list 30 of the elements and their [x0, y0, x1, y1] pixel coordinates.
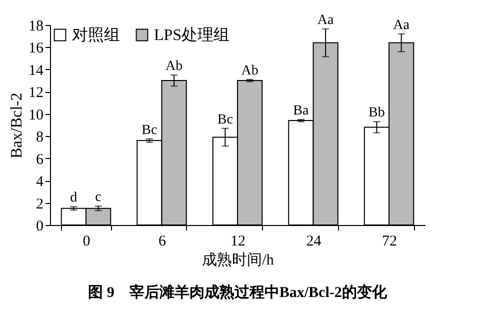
y-tick-label: 6: [36, 152, 44, 168]
x-tick-label: 0: [82, 234, 90, 250]
data-label: Bc: [142, 122, 158, 138]
data-label: d: [70, 190, 78, 206]
x-tick-label: 6: [158, 234, 166, 250]
y-axis-title: Bax/Bcl-2: [8, 92, 26, 158]
x-axis-title: 成熟时间/h: [202, 252, 274, 268]
data-label: Ba: [293, 103, 310, 118]
y-tick-label: 12: [28, 85, 44, 102]
x-tick-label: 24: [306, 234, 322, 250]
data-label: Bc: [217, 112, 233, 128]
data-label: Bb: [368, 106, 385, 121]
text: 图 9 宰后滩羊肉成熟过程中Bax/Bcl-2的变化: [88, 283, 388, 301]
y-tick-label: 14: [28, 62, 44, 79]
legend-label: 对照组: [72, 26, 120, 44]
data-label: c: [95, 190, 102, 206]
data-label: Ab: [241, 63, 258, 78]
y-tick-label: 16: [28, 40, 44, 57]
data-label: Aa: [393, 18, 410, 33]
y-tick-label: 8: [36, 130, 44, 146]
data-label: Aa: [317, 12, 335, 28]
y-tick-label: 10: [28, 107, 44, 124]
legend-label: LPS处理组: [154, 26, 230, 44]
y-tick-label: 0: [36, 218, 44, 234]
y-tick-label: 4: [36, 174, 44, 190]
x-tick-label: 72: [382, 234, 398, 250]
y-tick-label: 18: [28, 18, 44, 34]
x-tick-label: 12: [230, 234, 246, 250]
y-tick-label: 2: [36, 196, 44, 212]
data-label: Ab: [165, 59, 183, 74]
